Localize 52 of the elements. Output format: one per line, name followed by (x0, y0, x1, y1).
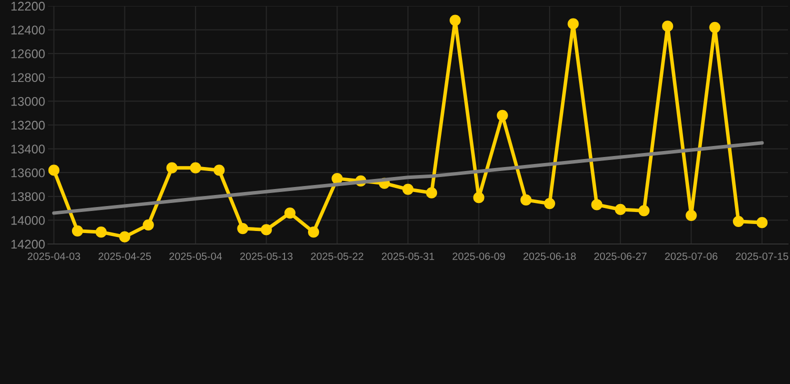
point (96, 226, 107, 238)
point (614, 204, 626, 216)
x-tick-label: 2025-06-27 (594, 252, 647, 260)
x-tick-label: 2025-05-04 (169, 252, 222, 260)
point (544, 198, 556, 210)
x-tick-label: 2025-07-06 (665, 252, 718, 260)
y-tick-label: 14000 (11, 216, 45, 225)
x-tick-label: 2025-06-09 (452, 252, 505, 260)
point (709, 22, 720, 33)
y-tick-label: 12400 (11, 26, 45, 34)
point (190, 162, 202, 174)
point (686, 210, 697, 221)
x-tick-label: 2025-05-22 (311, 252, 364, 260)
x-tick-label: 2025-04-25 (98, 252, 151, 260)
point (638, 205, 650, 216)
point (332, 172, 343, 184)
point (72, 225, 84, 236)
point (756, 217, 768, 228)
y-tick-label: 13800 (11, 192, 45, 202)
point (48, 164, 60, 176)
point (426, 187, 438, 198)
y-tick-label: 13200 (11, 120, 45, 130)
point (166, 162, 178, 174)
point (732, 216, 744, 227)
point (568, 18, 579, 30)
point (214, 164, 225, 176)
y-tick-label: 14200 (11, 240, 45, 249)
x-tick-label: 2025-04-03 (28, 252, 80, 260)
point (284, 208, 296, 219)
x-tick-label: 2025-07-15 (736, 252, 788, 260)
point (402, 184, 414, 195)
point (591, 199, 602, 210)
point (520, 194, 532, 206)
point (119, 231, 130, 242)
point (473, 192, 484, 204)
y-tick-label: 13400 (11, 144, 45, 154)
point (662, 20, 674, 32)
x-tick-label: 2025-05-31 (382, 252, 434, 260)
line-series (52, 141, 764, 215)
point (237, 222, 248, 234)
point (496, 110, 508, 122)
point (308, 226, 320, 238)
x-tick-label: 2025-06-18 (523, 252, 576, 260)
y-tick-label: 12200 (11, 2, 45, 11)
y-tick-label: 13000 (11, 97, 45, 106)
point (142, 219, 154, 231)
point (260, 224, 272, 236)
y-tick-label: 12600 (11, 49, 45, 58)
x-tick-label: 2025-05-13 (240, 252, 293, 260)
point (450, 14, 461, 26)
y-tick-label: 13600 (11, 168, 45, 178)
y-tick-label: 12800 (11, 73, 45, 82)
